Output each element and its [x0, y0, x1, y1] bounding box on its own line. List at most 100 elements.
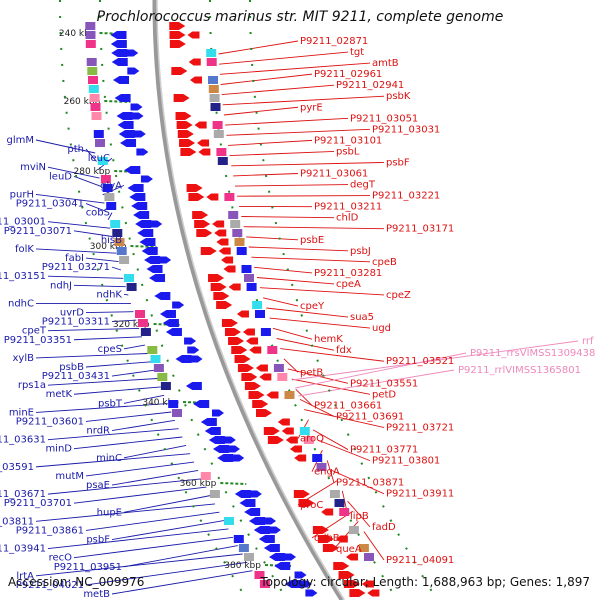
feature-block: [91, 103, 101, 111]
feature-arrow-red: [245, 382, 261, 390]
right-gene-label: P9211_02961: [314, 69, 382, 80]
right-gene-label: amtB: [372, 58, 399, 69]
feature-arrow-blue: [141, 176, 153, 183]
feature-arrow-blue: [139, 238, 155, 246]
left-gene-label: psaE: [86, 480, 110, 491]
kbp-tick-label: 360 kbp: [180, 479, 217, 489]
left-gene-label: mutM: [55, 471, 84, 482]
rna-gene-label: P9211_rrlVIMSS1365801: [458, 365, 581, 376]
left-gene-label: P9211_03951: [54, 562, 122, 573]
feature-arrow-red: [180, 148, 196, 156]
right-gene-label: P9211_03031: [372, 124, 440, 135]
right-gene-leader: [235, 185, 348, 187]
feature-arrow-red: [256, 409, 272, 417]
feature-arrow-red: [290, 446, 302, 453]
left-gene-label: P9211_03071: [4, 226, 72, 237]
feature-block: [239, 544, 249, 552]
right-gene-label: P9211_03661: [314, 400, 382, 411]
right-gene-leader: [284, 359, 298, 372]
left-gene-leader: [36, 354, 148, 358]
feature-block: [210, 94, 220, 102]
left-gene-label: P9211_03631: [0, 435, 46, 446]
feature-arrow-blue: [119, 130, 135, 138]
feature-block: [234, 535, 244, 543]
right-gene-leader: [237, 196, 370, 197]
left-gene-label: P9211_03591: [0, 462, 34, 473]
feature-arrow-red: [188, 193, 204, 201]
feature-block: [214, 130, 224, 138]
right-gene-label: degT: [350, 180, 376, 191]
accession-text: Accession: NC_009976: [8, 575, 144, 589]
feature-block: [92, 112, 102, 120]
feature-arrow-red: [259, 374, 271, 381]
rna-gene-label: rrf: [582, 336, 594, 347]
feature-arrow-blue: [142, 247, 158, 255]
feature-arrow-red: [243, 329, 255, 336]
feature-arrow-red: [219, 248, 231, 255]
right-gene-label: P9211_03521: [386, 356, 454, 367]
feature-arrow-red: [229, 284, 241, 291]
left-gene-label: P9211_03701: [4, 498, 72, 509]
left-gene-leader: [112, 521, 224, 540]
right-gene-label: proC: [300, 500, 323, 511]
feature-block: [235, 238, 245, 246]
right-gene-label: queA: [336, 544, 362, 555]
left-gene-label: ndhJ: [50, 280, 72, 291]
right-gene-label: cpeY: [300, 301, 325, 312]
feature-block: [312, 454, 322, 462]
feature-arrow-red: [177, 121, 193, 129]
left-gene-label: cpeS: [98, 344, 122, 355]
right-gene-label: chlD: [336, 213, 359, 224]
feature-arrow-blue: [111, 49, 127, 57]
feature-arrow-blue: [224, 437, 236, 444]
feature-block: [335, 499, 345, 507]
feature-arrow-blue: [212, 410, 224, 417]
left-gene-label: P9211_03861: [16, 525, 84, 536]
right-gene-label: cpeA: [336, 279, 361, 290]
left-gene-label: P9211_03271: [42, 262, 110, 273]
left-gene-leader: [48, 276, 123, 278]
feature-arrow-blue: [176, 355, 192, 363]
genome-stats-text: Topology: circular; Length: 1,688,963 bp…: [260, 575, 590, 589]
feature-arrow-blue: [132, 113, 144, 120]
right-gene-label: hemK: [314, 334, 343, 345]
left-gene-label: mviN: [20, 162, 46, 173]
feature-block: [86, 40, 96, 48]
feature-arrow-blue: [209, 436, 225, 444]
right-gene-leader: [249, 247, 348, 251]
right-gene-label: P9211_03771: [350, 445, 418, 456]
feature-block: [213, 121, 223, 129]
feature-tracks: [85, 22, 379, 597]
left-gene-leader: [124, 345, 145, 349]
left-gene-label: minC: [96, 453, 122, 464]
feature-arrow-blue: [249, 517, 265, 525]
right-gene-label: P9211_03171: [386, 224, 454, 235]
feature-block: [207, 58, 217, 66]
feature-arrow-blue: [217, 454, 233, 462]
feature-block: [261, 328, 271, 336]
feature-arrow-red: [169, 31, 185, 39]
feature-arrow-red: [216, 301, 232, 309]
right-gene-leader: [251, 257, 370, 262]
feature-arrow-red: [201, 247, 217, 255]
feature-arrow-red: [367, 590, 379, 597]
feature-arrow-red: [249, 347, 261, 354]
feature-arrow-red: [170, 40, 186, 48]
right-gene-label: P9211_03061: [300, 169, 368, 180]
feature-block: [119, 256, 129, 264]
feature-arrow-blue: [147, 265, 163, 273]
feature-arrow-blue: [187, 347, 199, 354]
feature-arrow-blue: [131, 202, 147, 210]
left-gene-label: psbF: [86, 535, 110, 546]
feature-block: [86, 31, 96, 39]
feature-block: [89, 85, 99, 93]
right-gene-label: P9211_03211: [314, 202, 382, 213]
feature-block: [237, 247, 247, 255]
feature-arrow-blue: [137, 229, 153, 237]
feature-arrow-blue: [186, 382, 202, 390]
right-gene-leader: [225, 118, 348, 125]
feature-block: [94, 130, 104, 138]
feature-block: [104, 193, 114, 201]
feature-block: [218, 157, 228, 165]
right-gene-label: pyrE: [300, 102, 323, 113]
